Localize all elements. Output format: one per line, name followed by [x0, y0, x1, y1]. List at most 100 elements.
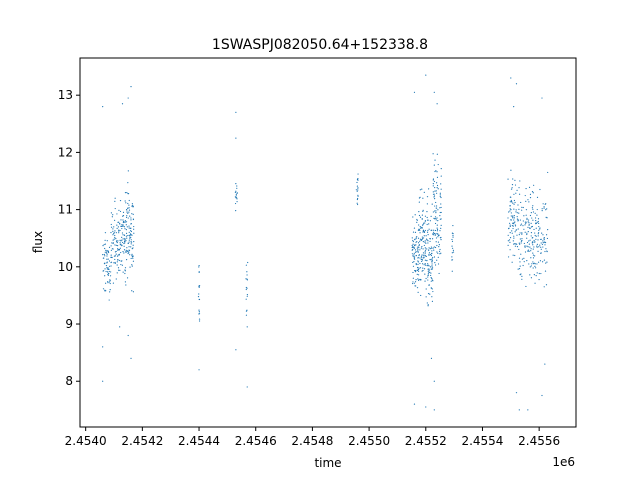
data-point [121, 239, 123, 241]
data-point [122, 220, 125, 223]
data-point [431, 247, 433, 249]
y-tick-label: 12 [58, 145, 73, 159]
data-point [543, 259, 546, 261]
data-point [121, 232, 124, 234]
data-point [356, 178, 359, 181]
data-point [507, 240, 509, 242]
data-point [417, 257, 419, 259]
data-point [536, 272, 538, 274]
data-point [439, 192, 441, 194]
data-point [416, 240, 418, 243]
data-point [536, 245, 538, 247]
data-point [539, 260, 542, 262]
data-point [537, 235, 539, 237]
data-point [522, 220, 524, 222]
data-point [119, 259, 121, 262]
data-point [423, 235, 425, 237]
data-point [529, 197, 532, 199]
data-point [412, 277, 414, 279]
data-point [415, 244, 417, 246]
data-point [531, 207, 534, 209]
data-point [128, 239, 130, 241]
data-point [516, 216, 518, 218]
data-point [451, 238, 453, 241]
data-point [414, 270, 416, 272]
data-point [536, 263, 538, 265]
data-point [413, 254, 415, 256]
data-point [428, 252, 431, 254]
data-point [112, 248, 114, 250]
data-point [435, 207, 438, 209]
data-point [132, 291, 134, 293]
data-point [432, 178, 435, 180]
data-point [119, 229, 121, 232]
data-point [509, 205, 511, 207]
data-point [127, 170, 129, 172]
data-point [431, 268, 433, 270]
data-point [439, 248, 441, 251]
data-point [436, 187, 438, 189]
data-point [424, 263, 426, 265]
data-point [416, 247, 418, 249]
data-point [440, 196, 442, 199]
data-point [427, 305, 429, 307]
data-point [415, 263, 417, 266]
data-point [427, 273, 429, 275]
data-point [235, 111, 237, 113]
data-point [437, 256, 439, 258]
x-tick-label: 2.4546 [235, 434, 277, 448]
data-point [245, 310, 248, 312]
data-point [124, 242, 126, 244]
data-point [246, 295, 248, 297]
data-point [436, 224, 438, 226]
data-point [529, 246, 531, 248]
data-point [531, 263, 533, 265]
data-point [123, 240, 126, 242]
data-point [128, 252, 130, 254]
data-point [433, 164, 435, 166]
data-point [532, 267, 534, 269]
data-point [426, 223, 428, 226]
data-point [116, 264, 118, 266]
data-point [438, 243, 440, 246]
data-point [514, 179, 516, 181]
data-point [515, 211, 517, 213]
data-point [129, 254, 131, 256]
data-point [107, 274, 109, 276]
data-point [543, 286, 545, 288]
data-point [105, 282, 107, 284]
data-point [534, 241, 536, 243]
data-point [423, 244, 425, 247]
x-axis-ticks: 2.4540 2.4542 2.4544 2.4546 2.4548 2.4550 2.45… [65, 427, 560, 448]
data-point [110, 231, 112, 234]
data-point [451, 240, 454, 242]
data-point [509, 224, 511, 226]
data-point [428, 269, 430, 271]
data-point [431, 296, 433, 298]
data-point [436, 184, 439, 187]
data-point [439, 211, 441, 214]
data-point [427, 279, 429, 281]
data-point [436, 182, 438, 184]
data-point [130, 257, 132, 260]
data-point [129, 236, 131, 238]
data-point [533, 239, 535, 242]
data-point [435, 170, 437, 172]
data-point [109, 280, 111, 282]
data-point [436, 232, 438, 235]
data-point [546, 261, 548, 263]
data-point [512, 227, 514, 230]
chart-title: 1SWASPJ082050.64+152338.8 [212, 37, 428, 53]
data-point [105, 252, 107, 254]
data-point [130, 239, 132, 241]
data-point [415, 251, 417, 253]
data-point [118, 209, 120, 212]
data-point [428, 254, 430, 256]
data-point [117, 240, 119, 242]
data-point [525, 214, 527, 216]
data-point [520, 201, 522, 204]
data-point [422, 229, 425, 231]
x-tick-label: 2.4552 [405, 434, 447, 448]
data-point [420, 255, 423, 257]
data-point [509, 232, 511, 234]
